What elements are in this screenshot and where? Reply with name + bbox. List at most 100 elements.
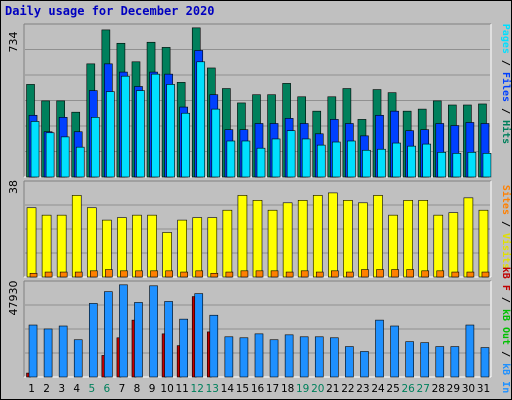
sites-bar — [150, 270, 158, 278]
visits-bar — [297, 200, 308, 278]
x-tick-label: 6 — [104, 383, 111, 395]
x-tick-label: 15 — [236, 383, 249, 395]
sites-bar — [120, 270, 128, 278]
kb-in-bar — [28, 324, 38, 378]
pages-bar — [407, 145, 416, 178]
visits-bar — [463, 197, 474, 278]
pages-bar — [467, 152, 477, 178]
kb-in-bar — [480, 347, 490, 378]
y-max-label: 38 — [7, 180, 20, 194]
sites-bar — [59, 271, 68, 278]
sites-bar — [376, 269, 384, 278]
sites-bar — [225, 271, 234, 278]
pages-bar — [332, 141, 341, 178]
x-tick-label: 7 — [119, 383, 126, 395]
x-tick-label: 4 — [73, 383, 80, 395]
right-axis-label-part: / — [500, 291, 511, 309]
sites-bar — [285, 271, 294, 278]
visits-bar — [373, 195, 383, 278]
kb-in-bar — [405, 341, 414, 378]
x-tick-label: 20 — [311, 383, 324, 395]
sites-bar — [406, 269, 414, 278]
visits-bar — [433, 214, 444, 278]
kb-in-bar — [58, 325, 68, 378]
x-tick-label: 30 — [462, 383, 475, 395]
pages-bar — [151, 73, 160, 178]
sites-bar — [421, 270, 430, 278]
x-tick-label: 3 — [58, 383, 65, 395]
kb-in-bar — [465, 324, 475, 378]
kb-in-bar — [134, 302, 143, 378]
kb-in-bar — [450, 346, 460, 378]
visits-bar — [237, 195, 248, 278]
kb-in-bar — [179, 318, 188, 378]
right-axis-label: Sites / Visits — [500, 185, 512, 269]
visits-bar — [147, 214, 157, 278]
kb-in-bar — [43, 328, 53, 378]
x-tick-label: 16 — [251, 383, 265, 395]
pages-bar — [60, 136, 70, 178]
x-tick-label: 8 — [134, 383, 141, 395]
sites-bar — [89, 270, 98, 278]
kb-in-bar — [73, 339, 83, 378]
visits-bar — [267, 209, 278, 278]
visits-bar — [117, 217, 127, 278]
right-axis-label-part: kB Out — [500, 309, 511, 345]
x-tick-label: 25 — [386, 383, 399, 395]
right-axis-label-part: / — [500, 102, 511, 120]
sites-bar — [270, 270, 279, 278]
pages-bar — [45, 132, 55, 178]
sites-bar — [331, 270, 339, 278]
sites-bar — [74, 271, 83, 278]
kb-in-bar — [164, 301, 173, 378]
pages-bar — [482, 153, 492, 178]
right-axis-label-part: kB F — [500, 267, 511, 291]
kb-in-bar — [224, 336, 234, 378]
x-tick-label: 17 — [266, 383, 279, 395]
kb-in-bar — [239, 337, 249, 378]
pages-bar — [422, 143, 432, 178]
kb-in-bar — [360, 351, 369, 378]
pages-bar — [121, 75, 130, 178]
visits-bar — [177, 219, 187, 278]
visits-bar — [328, 192, 338, 278]
visits-bar — [343, 200, 353, 278]
visits-bar — [418, 200, 429, 278]
sites-bar — [315, 271, 324, 278]
pages-bar — [211, 108, 221, 178]
kb-in-bar — [375, 319, 384, 378]
pages-bar — [226, 140, 236, 178]
kb-in-bar — [330, 337, 339, 378]
visits-bar — [207, 217, 218, 278]
pages-bar — [301, 138, 311, 178]
sites-bar — [361, 269, 369, 278]
x-tick-label: 29 — [447, 383, 460, 395]
visits-bar — [312, 195, 323, 278]
x-tick-label: 2 — [43, 383, 50, 395]
sites-bar — [165, 270, 173, 278]
visits-bar — [222, 209, 233, 278]
sites-bar — [466, 271, 475, 278]
right-axis-label-part: / — [500, 54, 511, 72]
sites-bar — [195, 270, 204, 278]
kb-in-bar — [104, 291, 113, 378]
visits-bar — [282, 202, 293, 278]
visits-bar — [403, 200, 413, 278]
kb-in-bar — [345, 346, 354, 378]
x-tick-label: 11 — [175, 383, 188, 395]
sites-bar — [135, 270, 143, 278]
right-axis-label-part: Visits — [500, 233, 512, 269]
visits-bar — [358, 202, 368, 278]
sites-bar — [255, 270, 264, 278]
x-tick-label: 12 — [191, 383, 204, 395]
right-axis-label-part: Hits — [500, 120, 512, 144]
pages-bar — [286, 130, 296, 178]
sites-bar — [29, 272, 38, 278]
pages-bar — [166, 84, 175, 178]
kb-in-bar — [269, 339, 279, 378]
visits-bar — [192, 217, 203, 278]
pages-bar — [256, 147, 266, 178]
x-tick-label: 14 — [221, 383, 235, 395]
x-tick-label: 1 — [28, 383, 35, 395]
